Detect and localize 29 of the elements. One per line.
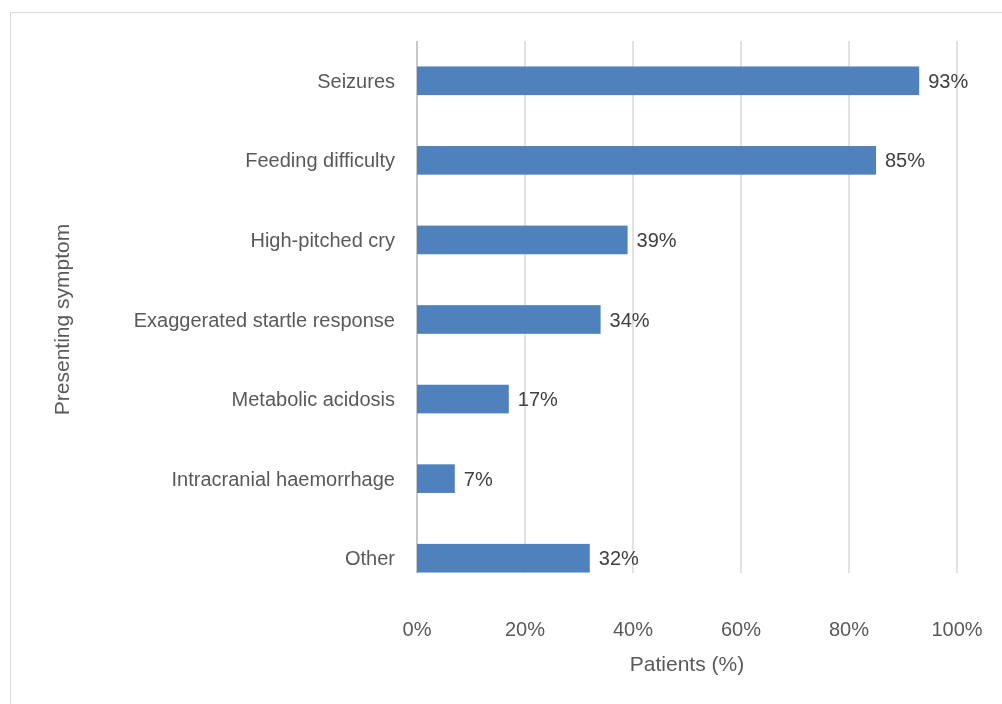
y-tick-label: Other xyxy=(344,547,396,570)
x-tick-label: 40% xyxy=(612,618,654,640)
y-axis-title: Presenting symptom xyxy=(50,223,73,416)
data-label: 39% xyxy=(636,228,677,251)
bar xyxy=(417,384,509,414)
x-tick-label: 0% xyxy=(402,618,432,640)
data-label: 93% xyxy=(928,69,969,92)
x-tick-label: 60% xyxy=(720,618,762,640)
bar xyxy=(417,146,876,175)
bar xyxy=(417,305,601,334)
data-label: 32% xyxy=(598,547,640,570)
x-tick-label: 100% xyxy=(931,618,983,640)
data-label: 7% xyxy=(463,467,493,490)
bar xyxy=(417,225,628,255)
data-label: 17% xyxy=(517,388,559,411)
x-tick-label: 20% xyxy=(504,618,546,640)
y-tick-label: Seizures xyxy=(317,69,395,92)
y-tick-label: Exaggerated startle response xyxy=(133,308,395,331)
y-tick-label: Intracranial haemorrhage xyxy=(171,467,395,490)
data-label: 34% xyxy=(609,308,650,331)
x-tick-label: 80% xyxy=(828,618,870,640)
bar xyxy=(417,543,590,573)
x-axis-title: Patients (%) xyxy=(629,652,745,675)
bar xyxy=(417,66,920,96)
bar xyxy=(417,464,455,493)
data-label: 85% xyxy=(885,149,926,172)
y-tick-label: Feeding difficulty xyxy=(245,149,395,172)
y-tick-label: Metabolic acidosis xyxy=(231,388,395,411)
y-tick-label: High-pitched cry xyxy=(250,228,395,251)
